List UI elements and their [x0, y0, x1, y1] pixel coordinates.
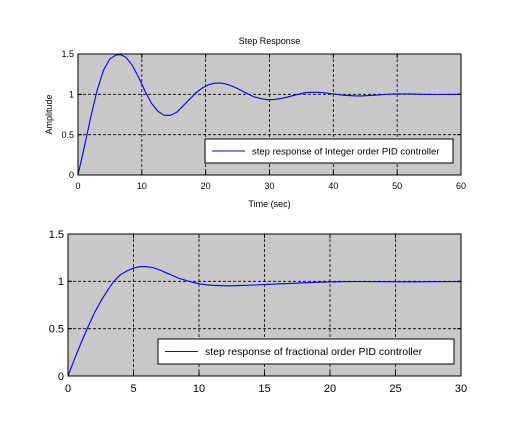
chart-title: Step Response — [239, 36, 301, 46]
y-tick-label: 0 — [58, 371, 64, 383]
y-tick-label: 0.5 — [61, 130, 74, 140]
legend-box — [204, 138, 454, 164]
x-axis-label: Time (sec) — [248, 199, 290, 209]
x-tick-label: 25 — [389, 383, 401, 395]
x-tick-label: 15 — [258, 383, 270, 395]
series-line-1 — [78, 54, 461, 175]
x-tick-label: 10 — [193, 383, 205, 395]
x-tick-label: 0 — [65, 383, 71, 395]
y-axis-label: Amplitude — [44, 94, 54, 134]
y-tick-label: 0 — [69, 170, 74, 180]
legend-label: step response of Integer order PID contr… — [252, 147, 439, 158]
x-tick-label: 50 — [392, 181, 402, 191]
legend: step response of Integer order PID contr… — [204, 138, 454, 164]
x-tick-label: 30 — [264, 181, 274, 191]
x-tick-label: 10 — [137, 181, 147, 191]
x-tick-label: 5 — [130, 383, 136, 395]
series-line-1 — [68, 266, 461, 376]
y-tick-label: 1 — [58, 276, 64, 288]
chart-1: 0 10 20 30 40 50 60 0 0.5 1 1.5 Step Response Time (… — [44, 36, 466, 209]
x-tick-label: 20 — [201, 181, 211, 191]
x-tick-label: 40 — [328, 181, 338, 191]
legend-label: step response of fractional order PID co… — [205, 346, 423, 358]
legend-box — [157, 338, 455, 365]
y-tick-label: 0.5 — [49, 324, 64, 336]
legend: step response of fractional order PID co… — [157, 338, 455, 365]
y-tick-label: 1.5 — [61, 49, 74, 59]
x-tick-label: 60 — [456, 181, 466, 191]
x-tick-label: 0 — [75, 181, 80, 191]
x-tick-label: 30 — [455, 383, 467, 395]
x-tick-label: 20 — [324, 383, 336, 395]
chart-2: 0 5 10 15 20 25 30 0 0.5 1 1.5 step response of fra… — [49, 229, 467, 395]
y-tick-label: 1 — [69, 89, 74, 99]
y-tick-label: 1.5 — [49, 229, 64, 241]
